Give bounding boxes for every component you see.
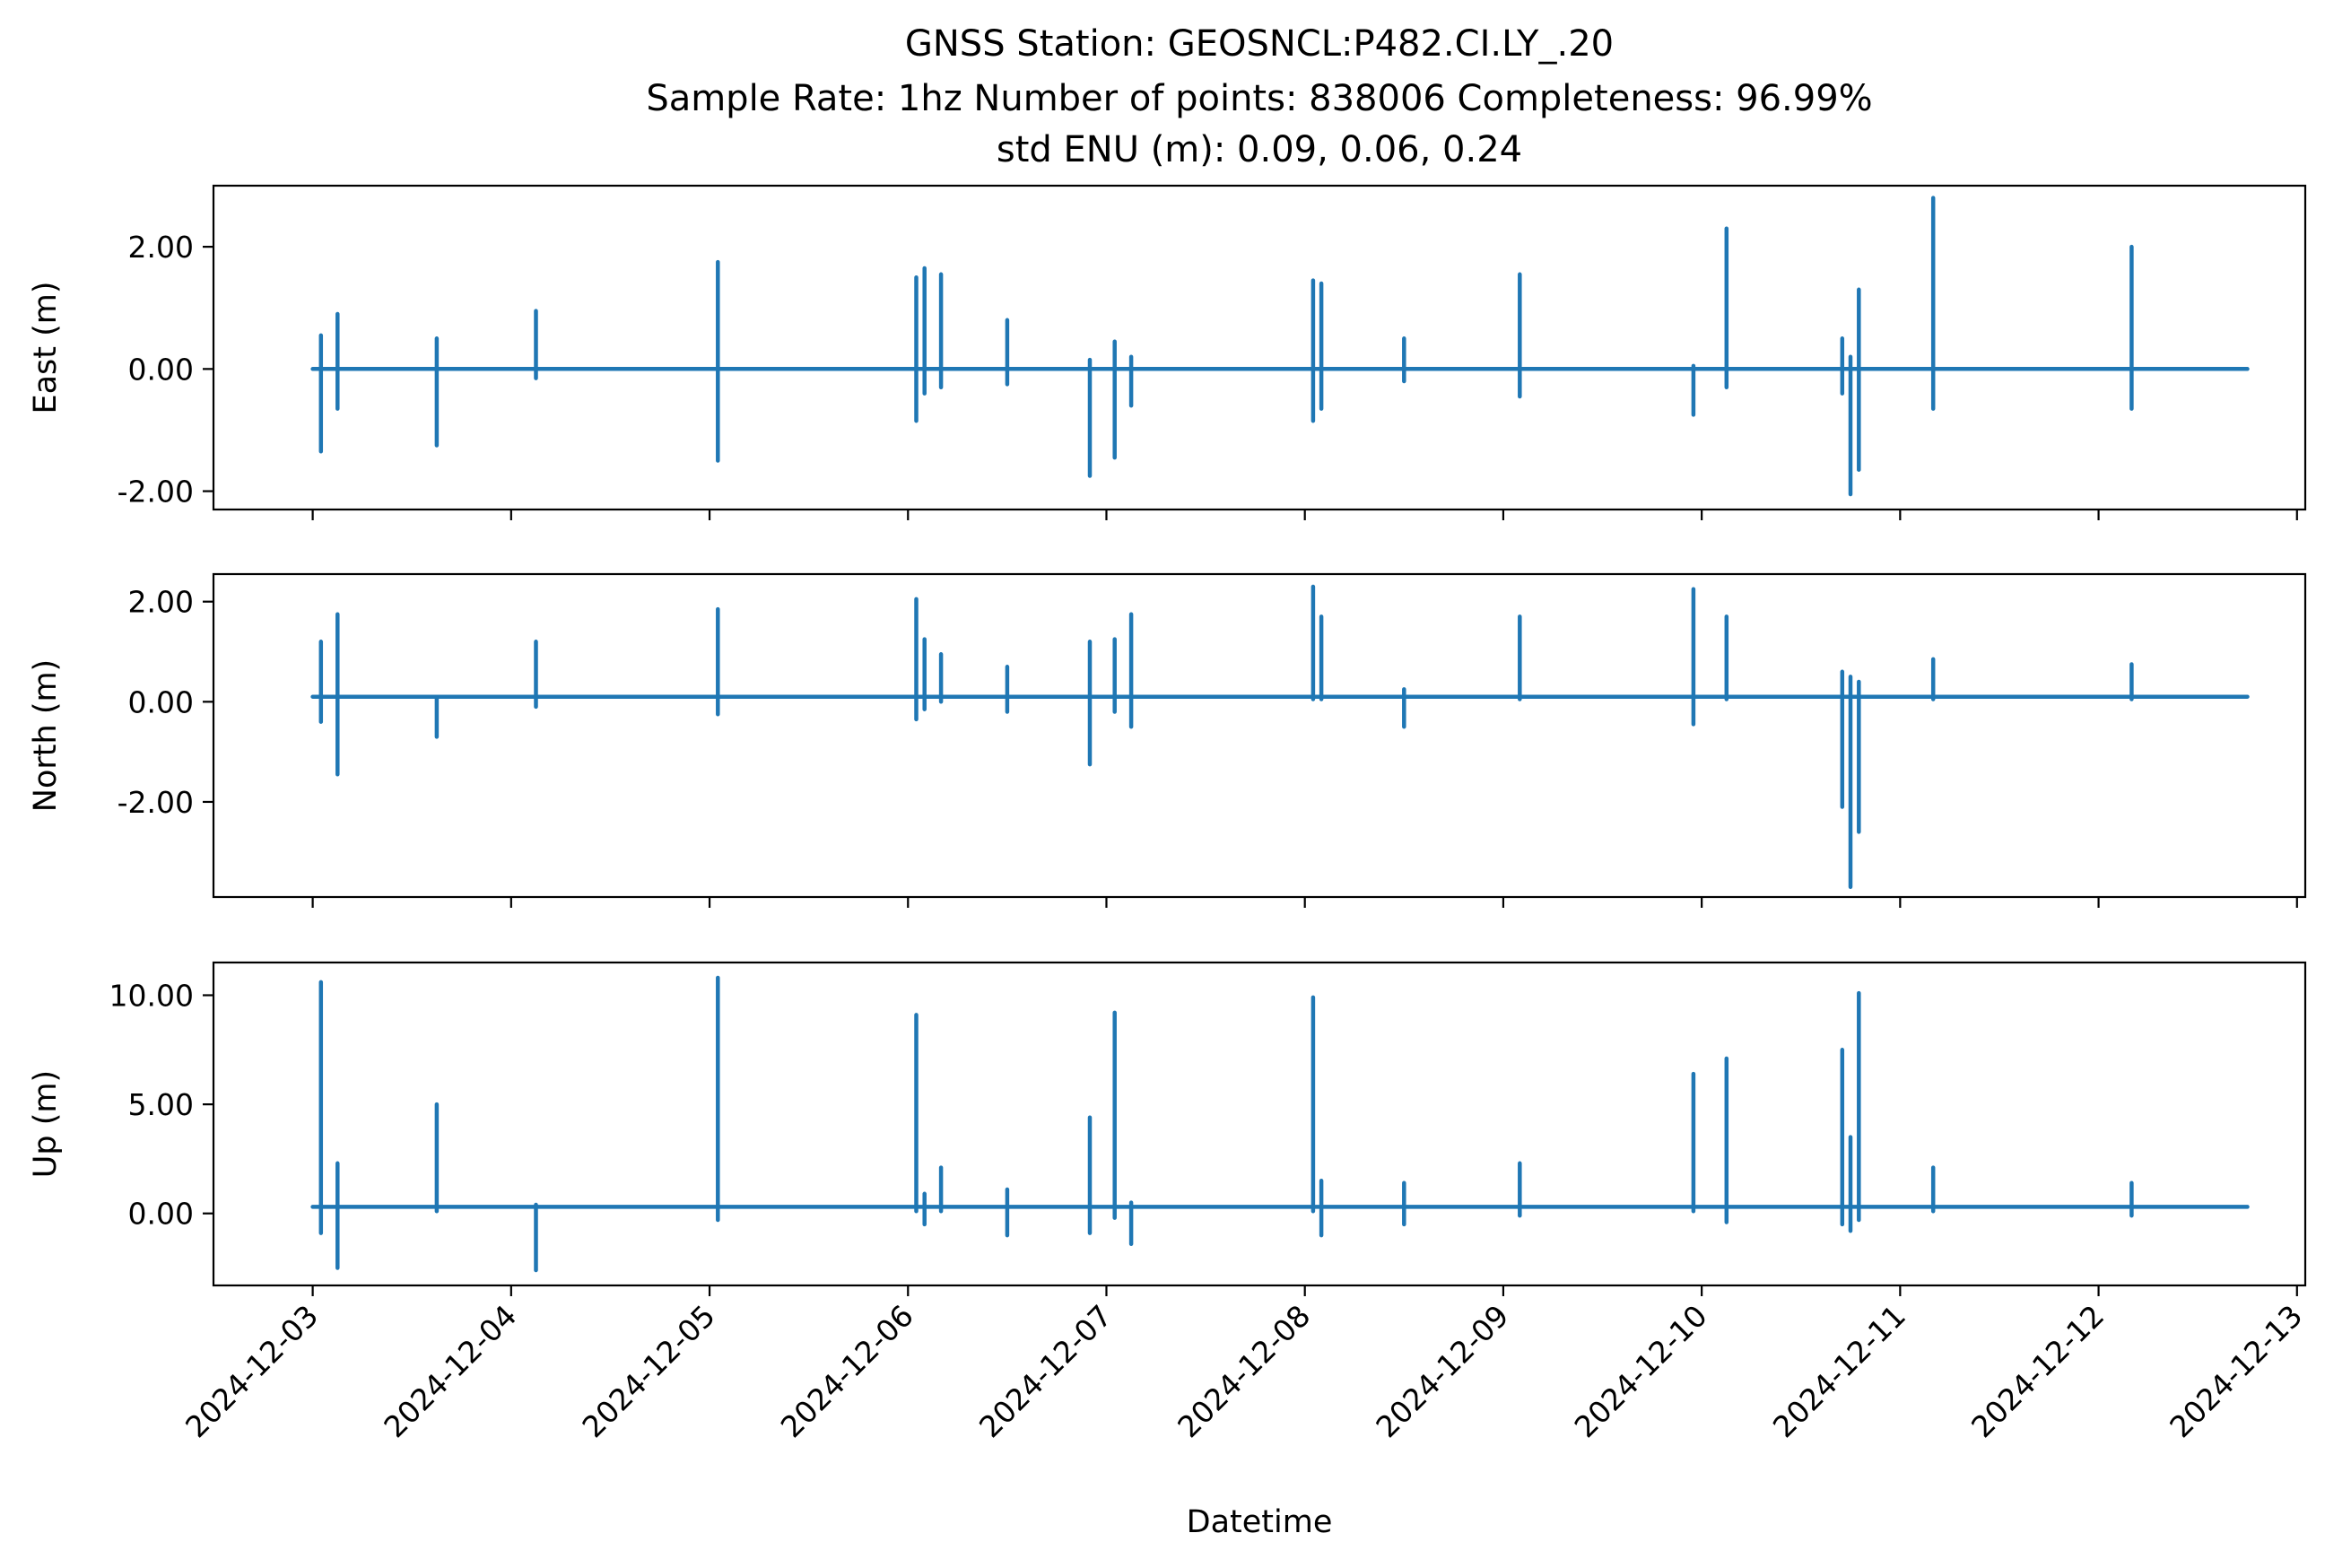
north-panel: -2.00 0.00 2.00 North (m) [28, 572, 2307, 908]
north-y-axis-label: North (m) [28, 659, 64, 812]
east-y-tick-label: 2.00 [128, 230, 194, 265]
north-series-line [310, 584, 2250, 890]
east-plot-frame [212, 184, 2307, 511]
east-y-tick-label: -2.00 [118, 475, 194, 510]
east-y-tick-label: 0.00 [128, 352, 194, 387]
title-line-3: std ENU (m): 0.09, 0.06, 0.24 [997, 129, 1522, 170]
north-y-tick-label: 0.00 [128, 684, 194, 719]
title-line-1: GNSS Station: GEOSNCL:P482.CI.LY_.20 [905, 23, 1614, 65]
up-y-tick-label: 0.00 [128, 1197, 194, 1232]
north-y-tick-label: 2.00 [128, 585, 194, 620]
x-axis-label: Datetime [1187, 1504, 1333, 1540]
north-y-tick-label: -2.00 [118, 785, 194, 820]
up-y-tick-label: 10.00 [109, 978, 194, 1013]
east-series-line [310, 196, 2250, 497]
up-series-line [310, 975, 2250, 1273]
east-panel: -2.00 0.00 2.00 East (m) [28, 184, 2307, 520]
up-y-axis-label: Up (m) [28, 1070, 64, 1178]
east-y-axis-label: East (m) [28, 281, 64, 414]
north-plot-frame [212, 572, 2307, 899]
up-plot-frame [212, 961, 2307, 1287]
title-line-2: Sample Rate: 1hz Number of points: 83800… [646, 78, 1872, 119]
up-y-tick-label: 5.00 [128, 1087, 194, 1122]
